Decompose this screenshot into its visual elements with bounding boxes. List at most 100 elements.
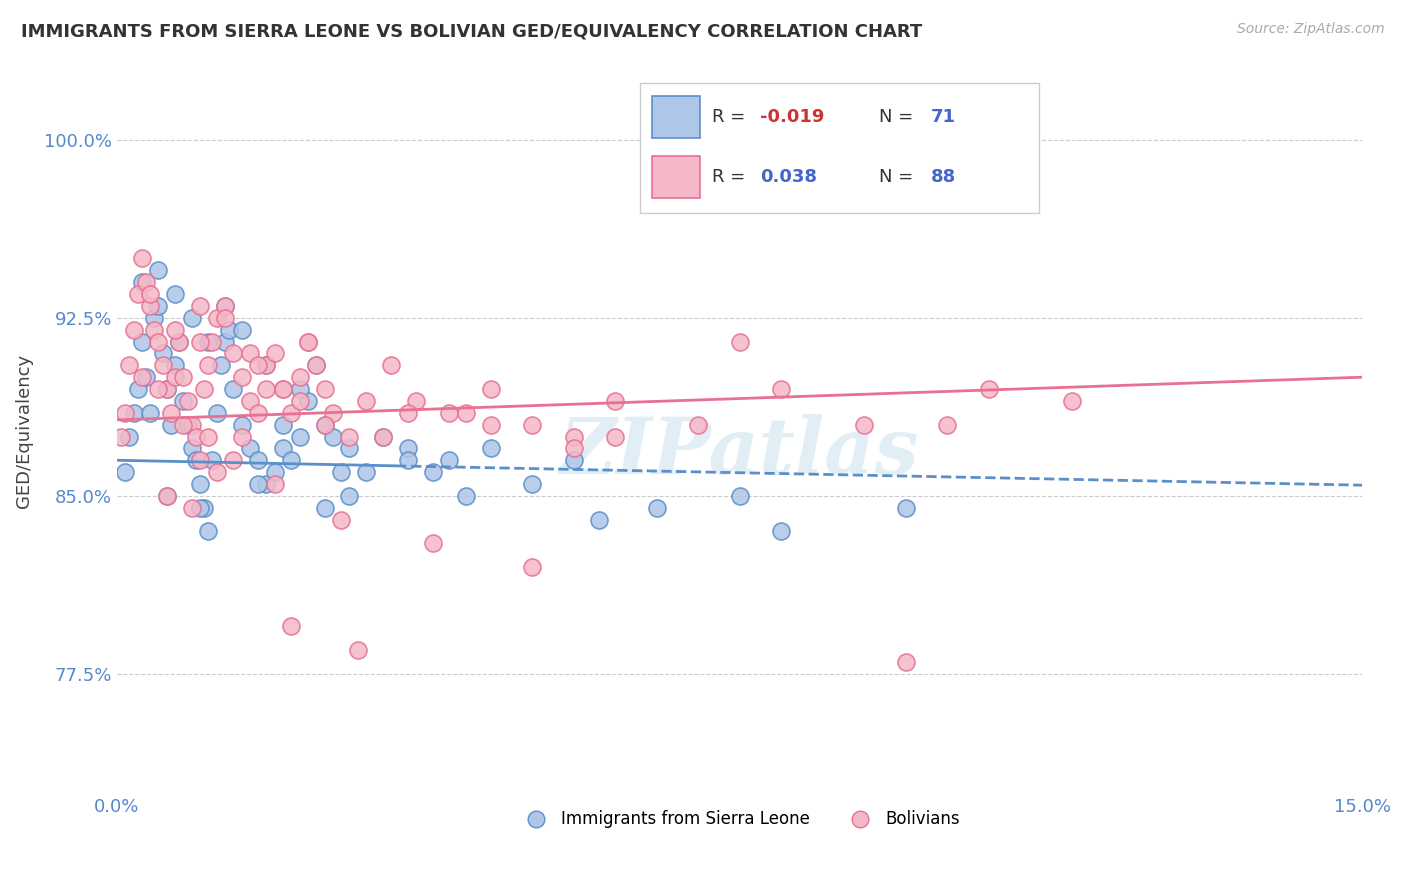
Point bbox=[201, 453, 224, 467]
Text: Source: ZipAtlas.com: Source: ZipAtlas.com bbox=[1237, 22, 1385, 37]
Point bbox=[160, 417, 183, 432]
Point bbox=[454, 406, 477, 420]
Point bbox=[214, 310, 236, 325]
Point bbox=[605, 393, 627, 408]
Point bbox=[165, 359, 187, 373]
Legend: Immigrants from Sierra Leone, Bolivians: Immigrants from Sierra Leone, Bolivians bbox=[513, 804, 966, 835]
Point bbox=[222, 382, 245, 396]
Point bbox=[156, 382, 179, 396]
Point bbox=[280, 406, 302, 420]
Point bbox=[156, 489, 179, 503]
Point bbox=[396, 453, 419, 467]
Point bbox=[139, 299, 162, 313]
Point bbox=[110, 429, 132, 443]
Point bbox=[167, 334, 190, 349]
Point bbox=[288, 370, 311, 384]
Point bbox=[172, 417, 194, 432]
Point bbox=[396, 442, 419, 456]
Point bbox=[188, 453, 211, 467]
Point bbox=[193, 382, 215, 396]
Point bbox=[437, 453, 460, 467]
Point bbox=[254, 359, 277, 373]
Point bbox=[728, 334, 751, 349]
Point bbox=[562, 429, 585, 443]
Point bbox=[131, 252, 153, 266]
Point bbox=[176, 393, 198, 408]
Point bbox=[188, 500, 211, 515]
Point bbox=[354, 393, 377, 408]
Point bbox=[936, 417, 959, 432]
Point bbox=[114, 465, 136, 479]
Point bbox=[330, 465, 353, 479]
Point bbox=[239, 346, 262, 360]
Point bbox=[1060, 393, 1083, 408]
Point bbox=[339, 489, 361, 503]
Point bbox=[271, 382, 294, 396]
Point bbox=[247, 453, 270, 467]
Point bbox=[263, 477, 285, 491]
Text: IMMIGRANTS FROM SIERRA LEONE VS BOLIVIAN GED/EQUIVALENCY CORRELATION CHART: IMMIGRANTS FROM SIERRA LEONE VS BOLIVIAN… bbox=[21, 22, 922, 40]
Point bbox=[853, 417, 876, 432]
Point bbox=[380, 359, 402, 373]
Point bbox=[122, 323, 145, 337]
Point bbox=[131, 334, 153, 349]
Point bbox=[231, 370, 253, 384]
Point bbox=[222, 453, 245, 467]
Point bbox=[314, 417, 336, 432]
Point bbox=[263, 465, 285, 479]
Point bbox=[280, 453, 302, 467]
Point bbox=[180, 500, 202, 515]
Point bbox=[143, 323, 166, 337]
Point bbox=[180, 442, 202, 456]
Point bbox=[588, 513, 610, 527]
Point bbox=[165, 323, 187, 337]
Point bbox=[271, 417, 294, 432]
Point bbox=[188, 477, 211, 491]
Point bbox=[454, 489, 477, 503]
Point bbox=[728, 489, 751, 503]
Point bbox=[239, 393, 262, 408]
Point bbox=[520, 477, 543, 491]
Point bbox=[977, 382, 1000, 396]
Point bbox=[127, 382, 149, 396]
Point bbox=[297, 334, 319, 349]
Point bbox=[322, 406, 344, 420]
Point bbox=[184, 429, 207, 443]
Point bbox=[479, 442, 502, 456]
Point bbox=[371, 429, 394, 443]
Point bbox=[247, 406, 270, 420]
Point bbox=[297, 334, 319, 349]
Point bbox=[197, 334, 219, 349]
Point bbox=[354, 465, 377, 479]
Point bbox=[254, 382, 277, 396]
Point bbox=[165, 370, 187, 384]
Point bbox=[346, 643, 368, 657]
Point bbox=[135, 370, 157, 384]
Point bbox=[288, 382, 311, 396]
Point bbox=[562, 442, 585, 456]
Point bbox=[197, 359, 219, 373]
Point bbox=[184, 453, 207, 467]
Point bbox=[770, 524, 793, 539]
Point bbox=[188, 299, 211, 313]
Point bbox=[205, 310, 228, 325]
Point bbox=[180, 310, 202, 325]
Point bbox=[231, 323, 253, 337]
Point bbox=[167, 334, 190, 349]
Point bbox=[479, 417, 502, 432]
Point bbox=[205, 406, 228, 420]
Point bbox=[263, 346, 285, 360]
Point bbox=[139, 406, 162, 420]
Point bbox=[197, 429, 219, 443]
Point bbox=[152, 359, 174, 373]
Point bbox=[214, 334, 236, 349]
Point bbox=[396, 406, 419, 420]
Point bbox=[479, 382, 502, 396]
Point bbox=[143, 310, 166, 325]
Point bbox=[288, 429, 311, 443]
Point bbox=[122, 406, 145, 420]
Point bbox=[770, 382, 793, 396]
Point bbox=[172, 393, 194, 408]
Point bbox=[148, 263, 170, 277]
Point bbox=[222, 346, 245, 360]
